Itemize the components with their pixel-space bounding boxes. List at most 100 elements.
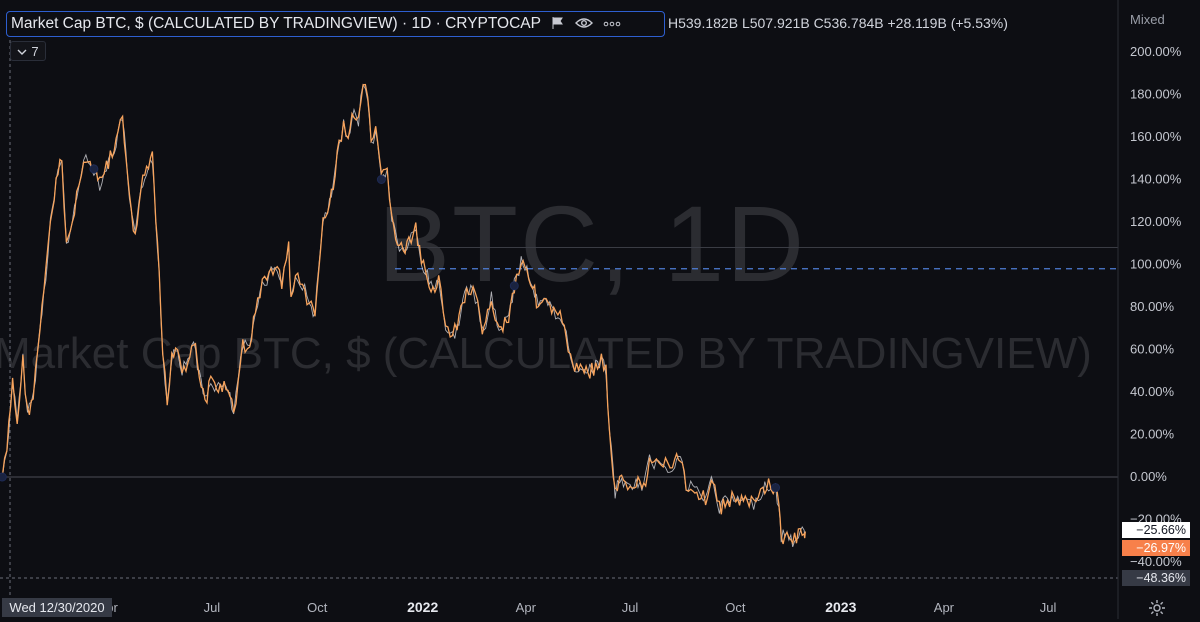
series-point: [216, 387, 218, 389]
series-point: [358, 119, 360, 121]
series-point: [333, 189, 335, 191]
series-point: [705, 498, 707, 500]
x-tick-label: 2022: [407, 599, 438, 615]
series-point: [485, 328, 487, 330]
series-point: [496, 328, 498, 330]
series-point: [656, 464, 658, 466]
flag-icon[interactable]: [551, 16, 565, 33]
y-tick-label: −40.00%: [1130, 554, 1182, 569]
series-point: [532, 285, 534, 287]
series-point: [343, 126, 345, 128]
series-point: [438, 277, 440, 279]
series-point: [55, 183, 57, 185]
series-point: [87, 164, 89, 166]
series-point: [660, 459, 662, 461]
series-point: [724, 502, 726, 504]
y-tick-label: 0.00%: [1130, 469, 1167, 484]
series-point: [171, 353, 173, 355]
series-point: [543, 302, 545, 304]
series-point: [711, 481, 713, 483]
series-point: [386, 168, 388, 170]
y-tick-label: 100.00%: [1130, 257, 1182, 272]
series-point: [432, 289, 434, 291]
y-tick-label: 160.00%: [1130, 129, 1182, 144]
y-tick-label: 60.00%: [1130, 342, 1175, 357]
chevron-down-icon: [17, 44, 27, 59]
series-point: [619, 481, 621, 483]
crosshair-date-label: Wed 12/30/2020: [2, 598, 112, 617]
reference-lines: [0, 0, 1119, 619]
event-marker: [376, 175, 386, 184]
more-icon[interactable]: [603, 16, 621, 32]
series-point: [210, 381, 212, 383]
indicators-toggle-button[interactable]: 7: [10, 41, 46, 61]
series-point: [731, 498, 733, 500]
series-point: [685, 487, 687, 489]
series-point: [614, 493, 616, 495]
eye-icon[interactable]: [574, 16, 593, 32]
series-point: [304, 289, 306, 291]
series-point: [268, 274, 270, 276]
series-point: [743, 498, 745, 500]
x-tick-label: Apr: [934, 600, 955, 615]
ohlc-values: H539.182B L507.921B C536.784B +28.119B (…: [668, 15, 1008, 31]
watermark-symbol: BTC, 1D: [378, 183, 807, 304]
series-point: [625, 481, 627, 483]
series-point: [242, 345, 244, 347]
series-point: [680, 455, 682, 457]
series-point: [274, 264, 276, 266]
symbol-legend[interactable]: Market Cap BTC, $ (CALCULATED BY TRADING…: [6, 11, 665, 37]
x-tick-label: Oct: [725, 600, 746, 615]
series-point: [768, 485, 770, 487]
series-point: [50, 221, 52, 223]
series-point: [491, 294, 493, 296]
series-point: [520, 260, 522, 262]
series-point: [538, 306, 540, 308]
series-point: [367, 102, 369, 104]
series-point: [233, 413, 235, 415]
series-point: [6, 451, 8, 453]
series-point: [605, 370, 607, 372]
y-tick-label: 20.00%: [1130, 427, 1175, 442]
series-point: [698, 493, 700, 495]
series-point: [347, 132, 349, 134]
series-point: [106, 166, 108, 168]
series-point: [674, 464, 676, 466]
series-point: [83, 158, 85, 160]
series-point: [805, 531, 807, 533]
y-tick-label: 40.00%: [1130, 384, 1175, 399]
series-point: [238, 381, 240, 383]
series-point: [166, 402, 168, 404]
x-tick-label: Apr: [516, 600, 537, 615]
series-point: [66, 243, 68, 245]
event-marker: [0, 472, 7, 482]
series-point: [692, 485, 694, 487]
series-point: [12, 381, 14, 383]
series-point: [99, 183, 101, 185]
series-point: [370, 141, 372, 143]
series-point: [755, 502, 757, 504]
series-point: [181, 370, 183, 372]
series-point: [318, 274, 320, 276]
series-point: [297, 274, 299, 276]
gear-icon[interactable]: [1148, 599, 1166, 617]
series-point: [780, 536, 782, 538]
series-point: [61, 158, 63, 160]
series-point: [249, 349, 251, 351]
series-layer: [1, 81, 807, 548]
series-point: [290, 296, 292, 298]
series-point: [199, 374, 201, 376]
series-point: [353, 115, 355, 117]
series-point: [227, 391, 229, 393]
series-point: [362, 81, 364, 83]
x-tick-label: Jul: [1040, 600, 1057, 615]
series-point: [397, 243, 399, 245]
series-point: [508, 317, 510, 319]
series-point: [288, 247, 290, 249]
series-point: [309, 306, 311, 308]
scale-mode-selector[interactable]: Mixed: [1130, 12, 1165, 27]
series-point: [786, 536, 788, 538]
series-point: [549, 306, 551, 308]
